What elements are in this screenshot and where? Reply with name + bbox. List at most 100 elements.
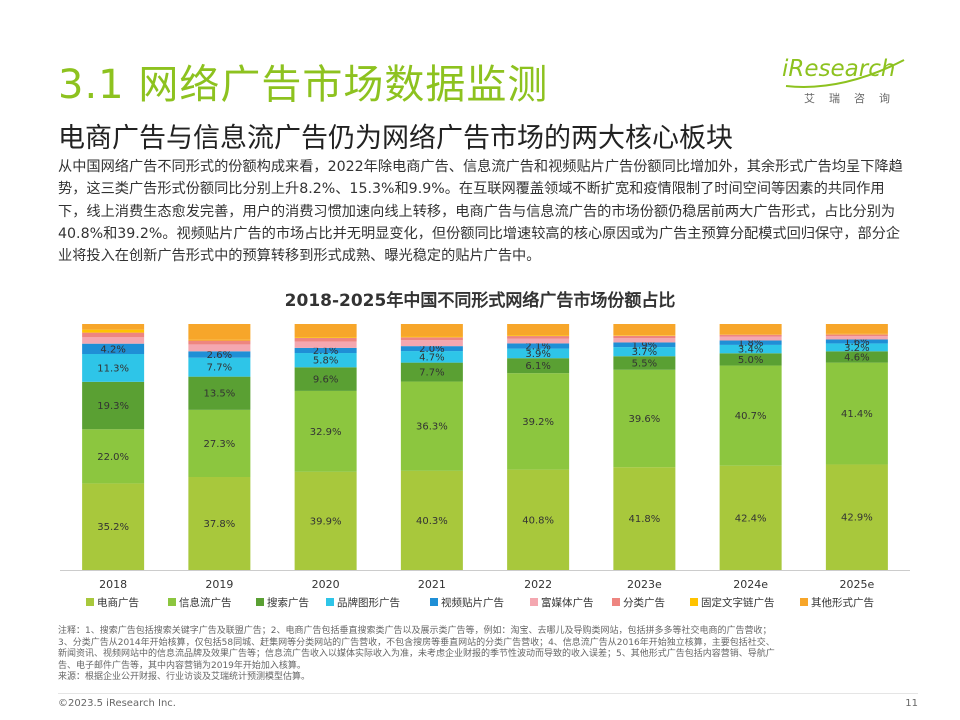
bar-segment — [613, 347, 676, 357]
data-label: 11.3% — [97, 363, 129, 374]
legend-swatch — [430, 598, 438, 606]
bar-segment — [400, 337, 463, 341]
data-label: 42.9% — [841, 513, 873, 524]
bar-segment — [294, 390, 357, 472]
bar-segment — [188, 324, 251, 340]
bar-segment — [507, 338, 570, 344]
legend-item: 品牌图形广告 — [326, 596, 400, 609]
data-label: 3.7% — [632, 347, 657, 358]
data-label: 40.7% — [735, 411, 767, 422]
bar-segment — [719, 353, 782, 366]
bar-segment — [507, 324, 570, 336]
bar-segment — [82, 483, 145, 570]
bar-segment — [294, 347, 357, 354]
data-label: 5.8% — [313, 356, 338, 367]
data-label: 2.1% — [525, 342, 550, 353]
legend-item: 信息流广告 — [168, 596, 232, 609]
bar-segment — [294, 324, 357, 338]
bar-segment — [82, 429, 145, 484]
bar-segment — [719, 465, 782, 570]
data-label: 42.4% — [735, 513, 767, 524]
bar-segment — [507, 373, 570, 470]
bar-segment — [613, 467, 676, 570]
bar-segment — [82, 343, 145, 355]
legend-label: 信息流广告 — [179, 596, 232, 609]
bar-segment — [507, 358, 570, 374]
bar-segment — [825, 351, 888, 363]
bar-segment — [82, 381, 145, 430]
bar-segment — [82, 337, 145, 344]
source-line: 来源：根据企业公开财报、行业访谈及艾瑞统计预测模型估算。 — [58, 672, 311, 682]
bar-segment — [294, 471, 357, 570]
bar-segment — [82, 354, 145, 382]
legend-label: 视频贴片广告 — [441, 596, 504, 609]
x-tick-label: 2025e — [839, 578, 874, 591]
x-tick-label: 2020 — [312, 578, 340, 591]
page-number: 11 — [905, 698, 918, 709]
legend-label: 其他形式广告 — [811, 596, 874, 609]
data-label: 2.6% — [207, 350, 232, 361]
data-label: 40.3% — [416, 516, 448, 527]
bar-segment — [400, 340, 463, 347]
bar-segment — [82, 324, 145, 330]
bar-segment — [188, 344, 251, 352]
bar-segment — [400, 470, 463, 570]
bar-segment — [507, 343, 570, 349]
data-label: 3.2% — [844, 343, 869, 354]
page-title: 3.1 网络广告市场数据监测 — [58, 62, 549, 108]
data-label: 9.6% — [313, 375, 338, 386]
bar-segment — [507, 335, 570, 337]
data-label: 6.1% — [525, 361, 550, 372]
body-paragraph: 从中国网络广告不同形式的份额构成来看，2022年除电商广告、信息流广告和视频贴片… — [58, 159, 903, 265]
data-label: 4.7% — [419, 352, 444, 363]
data-label: 2.0% — [419, 344, 444, 355]
bar-segment — [719, 365, 782, 466]
stacked-bar-chart: 35.2% 22.0% 19.3% 11.3% 4.2% 2018 37.8% 27.3% 13… — [60, 324, 910, 609]
bar-segment — [719, 336, 782, 341]
data-label: 3.9% — [525, 349, 550, 360]
bar-segment — [613, 338, 676, 343]
legend-swatch — [800, 598, 808, 606]
bar-segment — [294, 353, 357, 368]
data-label: 41.8% — [628, 514, 660, 525]
x-tick-label: 2023e — [627, 578, 662, 591]
legend-label: 富媒体广告 — [541, 596, 594, 609]
bar-segment — [825, 464, 888, 570]
bar-segment — [825, 362, 888, 465]
data-label: 1.9% — [632, 340, 657, 351]
legend-item: 固定文字链广告 — [690, 596, 775, 609]
legend-label: 分类广告 — [623, 596, 665, 609]
data-label: 39.2% — [522, 417, 554, 428]
data-label: 36.3% — [416, 422, 448, 433]
data-label: 5.5% — [632, 358, 657, 369]
legend-item: 视频贴片广告 — [430, 596, 504, 609]
bar-segment — [507, 469, 570, 570]
x-tick-label: 2018 — [99, 578, 127, 591]
note-line: 3、分类广告从2014年开始核算，仅包括58同城、赶集网等分类网站的广告营收，不… — [58, 637, 775, 648]
bar-segment — [719, 334, 782, 337]
data-label: 1.6% — [844, 337, 869, 348]
legend-label: 品牌图形广告 — [337, 596, 400, 609]
bar-segment — [294, 367, 357, 391]
bar-segment — [613, 342, 676, 348]
data-label: 39.9% — [310, 516, 342, 527]
logo-arc-icon — [785, 59, 905, 88]
data-label: 1.8% — [738, 338, 763, 349]
iresearch-logo: iResearch 艾瑞咨询 — [782, 56, 912, 112]
footer-divider — [58, 693, 918, 694]
legend-item: 电商广告 — [86, 596, 139, 609]
bar-segment — [719, 324, 782, 335]
bar-segment — [400, 381, 463, 471]
legend-swatch — [86, 598, 94, 606]
bar-segment — [294, 338, 357, 342]
bar-segment — [400, 324, 463, 337]
note-line: 注释：1、搜索广告包括搜索关键字广告及联盟广告；2、电商广告包括垂直搜索类广告以… — [58, 626, 772, 636]
data-label: 7.7% — [419, 368, 444, 379]
data-label: 2.1% — [313, 346, 338, 357]
bar-segment — [613, 324, 676, 336]
bar-segment — [825, 339, 888, 344]
bar-segment — [825, 324, 888, 334]
legend-label: 固定文字链广告 — [701, 596, 775, 609]
bar-segment — [507, 336, 570, 339]
copyright: ©2023.5 iResearch Inc. — [58, 698, 176, 709]
